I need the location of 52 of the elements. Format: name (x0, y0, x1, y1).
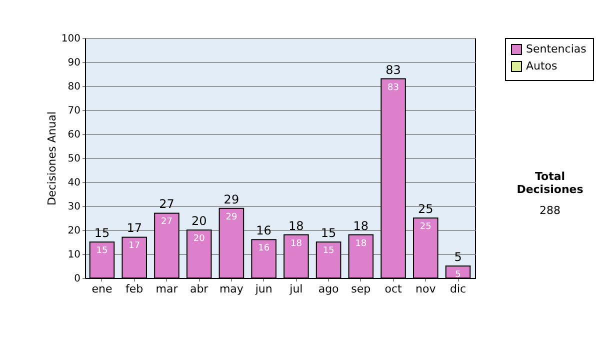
y-tick-label: 10 (68, 250, 80, 260)
total-label: 20 (191, 214, 207, 228)
text: 288 (538, 204, 562, 217)
x-tick-label: ago (318, 282, 340, 296)
text: Total Decisiones (516, 170, 584, 196)
data-label: 18 (355, 238, 367, 249)
x-tick-label: nov (416, 282, 436, 296)
y-tick-label: 80 (68, 82, 80, 92)
total-label: 18 (353, 218, 369, 233)
data-label: 5 (455, 270, 461, 280)
total-label: 27 (159, 197, 174, 212)
x-tick-label: sep (351, 282, 371, 296)
data-label: 27 (160, 217, 172, 228)
x-tick-label: jun (254, 282, 272, 296)
total-label: 15 (94, 226, 110, 240)
data-label: 29 (226, 212, 238, 222)
x-tick-label: feb (126, 282, 144, 296)
data-label: 25 (420, 222, 432, 232)
data-label: 18 (290, 238, 302, 249)
total-label: 17 (126, 221, 142, 236)
x-tick-label: ene (92, 282, 112, 296)
y-tick-label: 40 (68, 178, 80, 188)
x-tick-label: jul (288, 282, 303, 296)
y-tick-label: 100 (61, 34, 80, 44)
data-label: 17 (128, 241, 140, 252)
y-tick-label: 0 (74, 274, 80, 284)
x-tick-label: abr (190, 282, 209, 296)
y-tick-label: 50 (68, 154, 80, 164)
legend-label: Sentencias (526, 42, 587, 56)
y-tick-label: 70 (68, 106, 80, 116)
total-label: 5 (454, 250, 462, 264)
total-label: 16 (256, 224, 272, 238)
total-label: 83 (386, 62, 401, 77)
total-label: 25 (418, 202, 434, 216)
y-tick-label: 90 (68, 58, 80, 68)
total-label: 15 (320, 226, 336, 240)
total-label: 18 (288, 218, 304, 233)
y-axis-title: Decisiones Anual (45, 111, 58, 206)
x-tick-label: dic (450, 282, 466, 296)
y-tick-label: 30 (68, 202, 80, 212)
data-label: 15 (322, 246, 334, 256)
x-tick-label: oct (384, 282, 403, 296)
y-tick-label: 60 (68, 130, 80, 140)
x-tick-label: may (219, 282, 244, 296)
data-label: 20 (193, 234, 206, 244)
y-tick-label: 20 (68, 226, 80, 236)
data-label: 16 (258, 244, 270, 254)
x-tick-label: mar (156, 282, 178, 296)
legend-label: Autos (526, 60, 558, 72)
total-label: 29 (224, 192, 240, 206)
data-label: 15 (96, 246, 108, 256)
data-label: 83 (388, 82, 400, 93)
